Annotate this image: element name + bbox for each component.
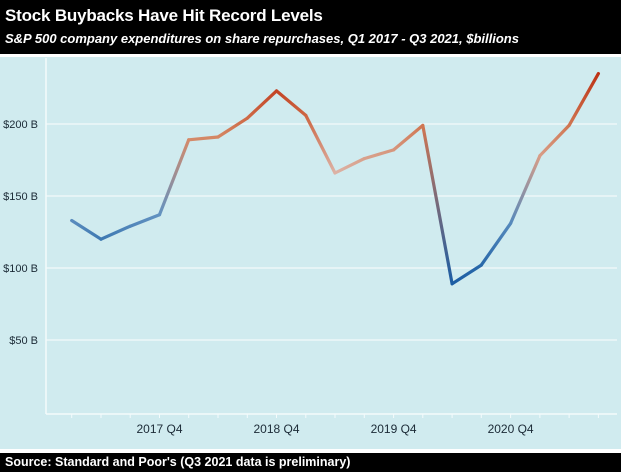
y-tick-label: $200 B	[3, 119, 38, 131]
y-tick-label: $150 B	[3, 191, 38, 203]
chart-plot-area: $50 B $100 B $150 B $200 B 2017 Q4 2018 Q4 201…	[0, 57, 621, 449]
buybacks-line	[70, 71, 601, 286]
y-tick-label: $50 B	[9, 335, 38, 347]
line-segment	[479, 221, 513, 267]
gridlines	[46, 123, 617, 341]
y-tick-label: $100 B	[3, 263, 38, 275]
x-axis-labels: 2017 Q4 2018 Q4 2019 Q4 2020 Q4	[136, 422, 533, 436]
x-tick-label: 2019 Q4	[371, 422, 417, 436]
line-segment	[538, 123, 571, 158]
line-segment	[509, 154, 542, 225]
line-segment	[304, 113, 337, 175]
footer-divider	[0, 449, 621, 453]
source-text: Source: Standard and Poor's (Q3 2021 dat…	[5, 455, 351, 469]
chart-subtitle: S&P 500 company expenditures on share re…	[5, 31, 519, 46]
line-segment	[216, 116, 249, 139]
line-segment	[99, 224, 132, 241]
header-divider	[0, 54, 621, 57]
line-segment	[567, 71, 601, 128]
line-segment	[392, 123, 425, 152]
source-bar: Source: Standard and Poor's (Q3 2021 dat…	[0, 453, 621, 472]
line-segment	[245, 89, 279, 120]
line-segment	[70, 218, 103, 241]
x-tick-label: 2018 Q4	[253, 422, 299, 436]
x-tick-label: 2017 Q4	[136, 422, 182, 436]
line-segment	[128, 213, 162, 228]
x-tick-label: 2020 Q4	[488, 422, 534, 436]
chart-header: Stock Buybacks Have Hit Record Levels S&…	[0, 0, 621, 54]
x-axis-ticks	[71, 414, 599, 418]
line-segment	[362, 148, 396, 161]
y-axis-labels: $50 B $100 B $150 B $200 B	[3, 119, 38, 347]
line-segment	[274, 89, 308, 118]
line-segment	[333, 157, 366, 175]
line-segment	[450, 263, 483, 286]
line-segment	[157, 138, 191, 217]
line-segment	[187, 135, 220, 142]
line-segment	[421, 123, 454, 286]
chart-title: Stock Buybacks Have Hit Record Levels	[5, 6, 323, 25]
